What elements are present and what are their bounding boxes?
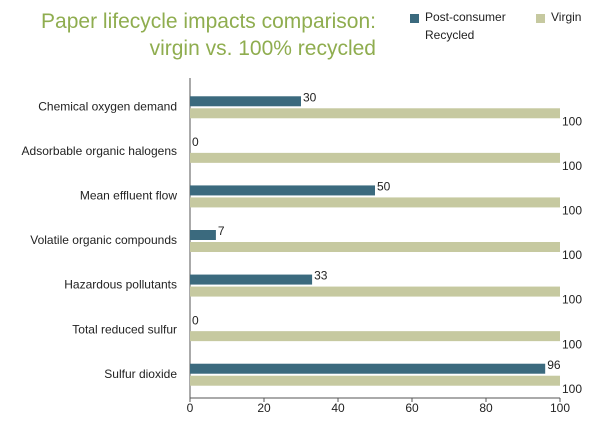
bar [190, 242, 560, 252]
x-tick-label: 20 [257, 401, 271, 415]
y-tick-label: Adsorbable organic halogens [22, 144, 177, 158]
legend-swatch [536, 14, 545, 23]
value-label: 0 [192, 313, 199, 327]
bar [190, 96, 301, 107]
x-tick-label: 60 [405, 401, 419, 415]
y-tick-label: Chemical oxygen demand [38, 99, 177, 113]
legend-label: Virgin [551, 10, 582, 24]
value-label: 100 [562, 114, 582, 128]
legend-swatch [410, 14, 419, 23]
value-label: 100 [562, 337, 582, 351]
bar [190, 363, 546, 374]
bar [190, 185, 375, 196]
value-label: 0 [192, 135, 199, 149]
value-label: 100 [562, 248, 582, 262]
bar [190, 152, 560, 163]
bar [190, 331, 560, 342]
bar [190, 274, 313, 285]
y-tick-label: Sulfur dioxide [104, 367, 177, 381]
value-label: 30 [303, 90, 317, 104]
y-tick-label: Total reduced sulfur [72, 322, 177, 336]
legend-label: Post-consumer Recycled [425, 10, 506, 42]
value-label: 96 [547, 358, 561, 372]
value-label: 100 [562, 293, 582, 307]
value-label: 50 [377, 180, 391, 194]
chart-title: Paper lifecycle impacts comparison: virg… [41, 10, 376, 60]
value-label: 33 [314, 269, 328, 283]
value-label: 100 [562, 204, 582, 218]
y-tick-label: Volatile organic compounds [30, 233, 177, 247]
y-tick-label: Hazardous pollutants [64, 278, 177, 292]
x-tick-label: 0 [187, 401, 194, 415]
value-label: 100 [562, 382, 582, 396]
x-tick-label: 100 [550, 401, 570, 415]
x-tick-label: 80 [479, 401, 493, 415]
value-label: 100 [562, 159, 582, 173]
bar [190, 286, 560, 297]
bar [190, 108, 560, 119]
value-label: 7 [218, 224, 225, 238]
bar [190, 230, 216, 240]
bar [190, 375, 560, 386]
bar [190, 197, 560, 208]
y-tick-label: Mean effluent flow [80, 189, 178, 203]
x-tick-label: 40 [331, 401, 345, 415]
